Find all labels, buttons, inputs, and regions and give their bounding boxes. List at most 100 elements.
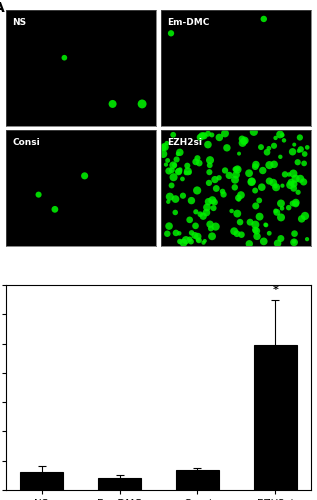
Point — [177, 238, 182, 246]
Point — [253, 226, 258, 234]
Point — [291, 184, 296, 192]
Point — [184, 169, 189, 177]
Point — [198, 210, 203, 218]
Point — [253, 220, 258, 228]
Point — [208, 220, 213, 228]
Point — [227, 172, 232, 179]
Point — [299, 215, 304, 223]
Point — [169, 182, 174, 190]
Point — [261, 15, 266, 23]
Point — [160, 144, 165, 152]
Point — [52, 206, 57, 214]
Point — [235, 210, 240, 218]
Point — [232, 176, 237, 184]
Point — [185, 168, 191, 175]
Point — [202, 132, 207, 140]
Bar — [20, 472, 63, 490]
Point — [224, 144, 230, 152]
Point — [195, 186, 200, 194]
Point — [210, 196, 215, 204]
Point — [195, 154, 200, 162]
Point — [267, 177, 272, 185]
Point — [293, 198, 298, 206]
Point — [263, 220, 268, 228]
Point — [164, 139, 169, 147]
Bar — [98, 478, 141, 490]
Point — [209, 131, 214, 139]
Point — [263, 221, 268, 229]
Point — [258, 143, 263, 151]
Point — [261, 238, 266, 246]
Point — [166, 167, 171, 175]
Point — [189, 229, 194, 237]
Point — [205, 130, 210, 138]
Point — [220, 188, 225, 196]
Point — [278, 153, 283, 161]
Point — [257, 212, 262, 220]
Point — [207, 168, 212, 176]
Point — [236, 150, 242, 158]
Point — [278, 214, 283, 222]
Point — [267, 230, 272, 237]
Point — [278, 234, 283, 242]
Point — [290, 148, 295, 156]
Point — [176, 168, 181, 176]
Point — [273, 207, 278, 215]
Point — [206, 198, 211, 205]
Point — [171, 173, 176, 181]
Point — [223, 130, 228, 138]
Point — [173, 195, 178, 203]
Point — [292, 140, 297, 148]
Point — [172, 161, 177, 169]
Point — [305, 144, 310, 152]
Point — [267, 161, 272, 169]
Point — [110, 100, 115, 108]
Point — [298, 175, 303, 183]
Point — [297, 134, 302, 141]
Point — [162, 143, 167, 151]
Point — [247, 240, 252, 248]
Point — [295, 158, 300, 166]
Point — [187, 168, 192, 176]
Point — [235, 166, 240, 173]
Point — [295, 188, 301, 196]
Point — [274, 183, 279, 191]
Point — [280, 182, 285, 190]
Point — [253, 162, 258, 170]
Point — [210, 232, 215, 240]
Point — [212, 198, 217, 206]
Point — [193, 222, 198, 230]
Point — [171, 161, 176, 169]
Point — [248, 218, 253, 226]
Point — [62, 54, 67, 62]
Point — [189, 196, 194, 204]
Point — [202, 237, 207, 245]
Point — [302, 150, 307, 158]
Point — [301, 160, 307, 168]
Point — [290, 200, 295, 207]
Point — [249, 178, 254, 186]
Point — [185, 162, 190, 170]
Point — [197, 159, 202, 167]
Point — [212, 176, 217, 184]
Point — [204, 208, 209, 216]
Point — [166, 198, 171, 206]
Point — [278, 200, 283, 207]
Point — [280, 131, 285, 139]
Point — [211, 204, 216, 212]
Point — [164, 160, 169, 168]
Point — [192, 232, 197, 239]
Point — [236, 196, 241, 203]
Point — [254, 227, 259, 235]
Point — [169, 166, 174, 174]
Point — [257, 196, 262, 204]
Text: Em-DMC: Em-DMC — [167, 18, 209, 27]
Point — [180, 192, 185, 200]
Point — [292, 230, 297, 237]
Point — [291, 170, 296, 177]
Point — [176, 167, 181, 175]
Point — [253, 160, 258, 168]
Point — [302, 212, 307, 220]
Point — [247, 169, 252, 177]
Point — [173, 208, 178, 216]
